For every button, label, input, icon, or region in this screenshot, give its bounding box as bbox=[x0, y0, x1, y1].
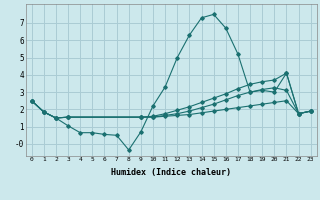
X-axis label: Humidex (Indice chaleur): Humidex (Indice chaleur) bbox=[111, 168, 231, 177]
